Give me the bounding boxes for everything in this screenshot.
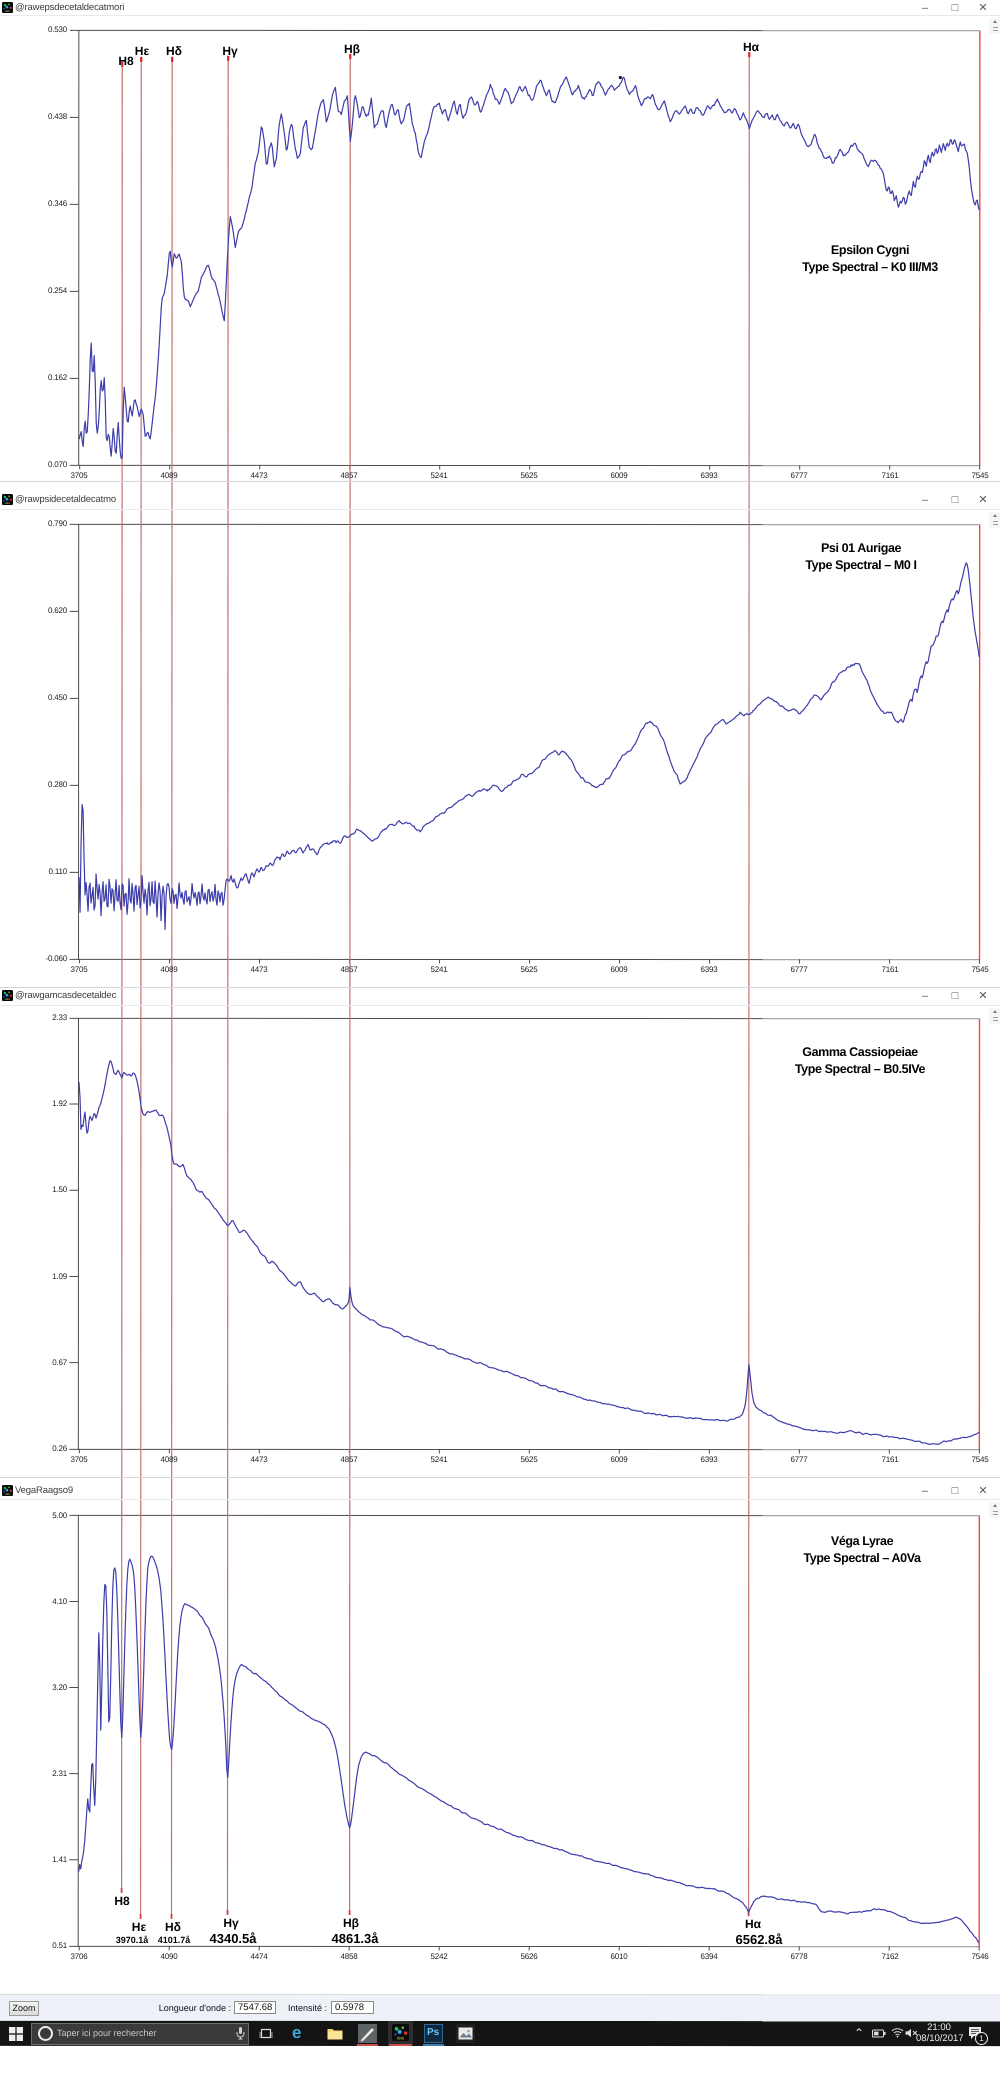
svg-text:ISIS: ISIS [5, 998, 10, 1001]
svg-text:ISIS: ISIS [397, 2036, 404, 2040]
svg-text:ISIS: ISIS [5, 1493, 10, 1496]
svg-text:ISIS: ISIS [5, 502, 10, 505]
svg-text:ISIS: ISIS [5, 10, 10, 13]
